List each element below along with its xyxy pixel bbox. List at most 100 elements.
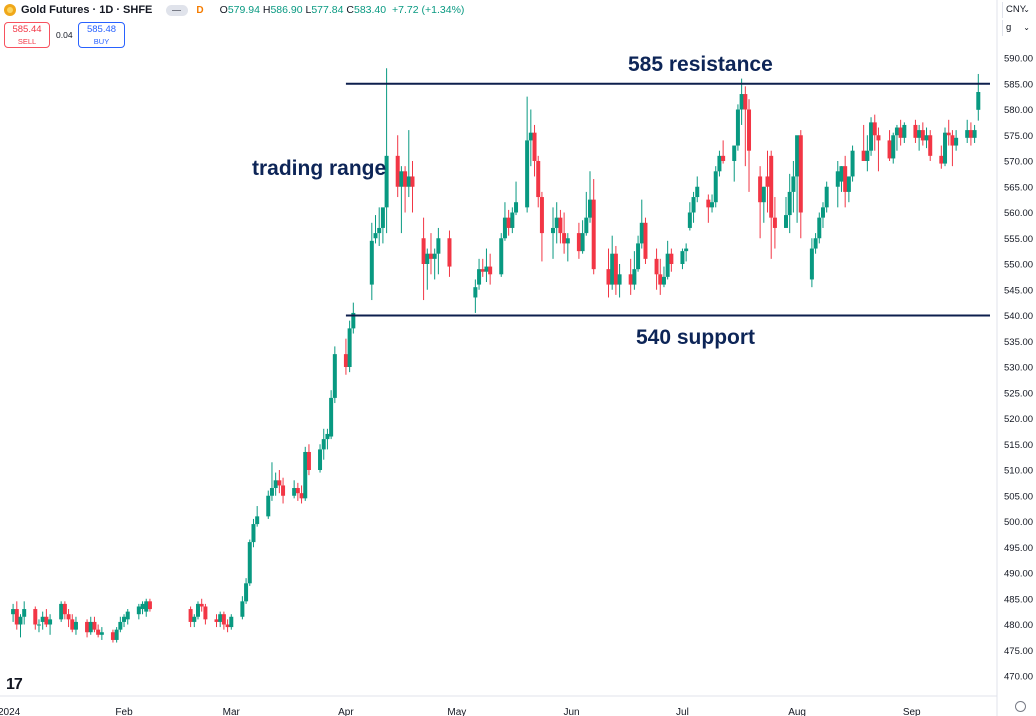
candle-body: [943, 132, 948, 164]
spread-value: 0.04: [56, 30, 73, 40]
currency-label: CNY: [1006, 4, 1027, 15]
candle-body: [869, 122, 874, 151]
candle-body: [225, 624, 230, 628]
candle-body: [613, 253, 618, 285]
tradingview-logo-icon[interactable]: 17: [6, 676, 23, 693]
buy-price: 585.48: [86, 24, 117, 35]
candle-body: [846, 176, 851, 192]
y-tick-label: 565.00: [1004, 182, 1033, 193]
candle-body: [125, 611, 130, 620]
candle-body: [968, 130, 973, 138]
candle-body: [369, 240, 374, 285]
candle-body: [965, 130, 970, 138]
candle-body: [221, 614, 226, 625]
candle-body: [558, 217, 563, 234]
candle-body: [661, 276, 666, 285]
x-tick-label: Apr: [338, 707, 354, 716]
candle-body: [887, 140, 892, 159]
candle-body: [428, 253, 433, 259]
candle-body: [606, 269, 611, 285]
y-tick-label: 560.00: [1004, 208, 1033, 219]
y-tick-label: 535.00: [1004, 337, 1033, 348]
candle-body: [791, 176, 796, 192]
candle-body: [114, 629, 119, 640]
candle-body: [713, 171, 718, 203]
unit-selector[interactable]: g ⌄: [1002, 20, 1034, 36]
candle-body: [292, 488, 297, 496]
y-tick-label: 575.00: [1004, 131, 1033, 142]
candle-body: [229, 616, 234, 628]
candle-body: [891, 135, 896, 159]
high-label: H: [262, 4, 271, 16]
candle-body: [240, 601, 245, 617]
candle-body: [506, 217, 511, 228]
support-label: 540 support: [636, 326, 756, 349]
candle-body: [99, 632, 104, 635]
trading-range-annotation: trading range: [252, 157, 387, 180]
candle-body: [332, 354, 337, 398]
settings-gear-icon[interactable]: [1015, 701, 1026, 712]
legend-header: Gold Futures · 1D · SHFE D O579.94 H586.…: [4, 2, 464, 18]
currency-selector[interactable]: CNY ⌄: [1002, 2, 1034, 18]
candle-body: [218, 614, 223, 622]
candle-body: [758, 176, 763, 203]
candle-body: [865, 150, 870, 161]
candle-body: [580, 233, 585, 252]
candle-body: [480, 269, 485, 272]
candle-body: [33, 609, 38, 625]
candle-body: [813, 238, 818, 249]
candle-body: [528, 132, 533, 141]
candle-body: [59, 603, 64, 620]
candle-body: [281, 485, 286, 496]
candle-body: [732, 145, 737, 161]
x-tick-label: Mar: [223, 707, 241, 716]
candle-body: [140, 603, 145, 610]
candle-body: [22, 609, 27, 617]
y-tick-label: 545.00: [1004, 285, 1033, 296]
candle-body: [92, 621, 97, 630]
candle-body: [436, 238, 441, 254]
candle-body: [266, 495, 271, 517]
candle-body: [110, 632, 115, 640]
candle-body: [196, 603, 200, 617]
candle-body: [743, 94, 748, 110]
y-tick-label: 525.00: [1004, 388, 1033, 399]
candle-body: [14, 609, 19, 625]
candle-body: [798, 135, 803, 213]
candle-body: [343, 354, 348, 367]
candle-body: [85, 621, 90, 633]
candle-body: [669, 253, 674, 264]
candle-body: [532, 132, 537, 161]
sell-button[interactable]: 585.44 SELL: [4, 22, 50, 48]
candle-body: [562, 233, 567, 244]
y-tick-label: 480.00: [1004, 620, 1033, 631]
sell-price: 585.44: [12, 24, 42, 35]
visibility-toggle-icon[interactable]: [166, 4, 189, 16]
candle-body: [536, 161, 541, 198]
x-tick-label: Sep: [903, 707, 921, 716]
candle-body: [488, 266, 493, 275]
y-tick-label: 505.00: [1004, 491, 1033, 502]
candle-body: [913, 124, 918, 138]
candle-body: [643, 222, 648, 259]
candle-body: [665, 253, 670, 277]
candle-body: [765, 176, 770, 187]
candle-body: [273, 480, 278, 489]
candle-body: [924, 135, 929, 141]
buy-button[interactable]: 585.48 BUY: [78, 22, 125, 48]
symbol-title[interactable]: Gold Futures · 1D · SHFE: [21, 4, 153, 16]
ohlc-readout: O579.94 H586.90 L577.84 C583.40 +7.72 (+…: [220, 4, 465, 16]
candle-body: [11, 609, 16, 615]
candle-body: [787, 191, 792, 216]
candle-body: [639, 222, 644, 244]
candle-body: [447, 238, 452, 267]
x-tick-label: Feb: [115, 707, 133, 716]
x-tick-label: Jul: [676, 707, 689, 716]
candle-body: [617, 274, 622, 285]
x-tick-label: Jun: [563, 707, 579, 716]
candle-body: [917, 130, 922, 138]
candle-body: [351, 312, 356, 329]
candle-body: [636, 243, 641, 270]
